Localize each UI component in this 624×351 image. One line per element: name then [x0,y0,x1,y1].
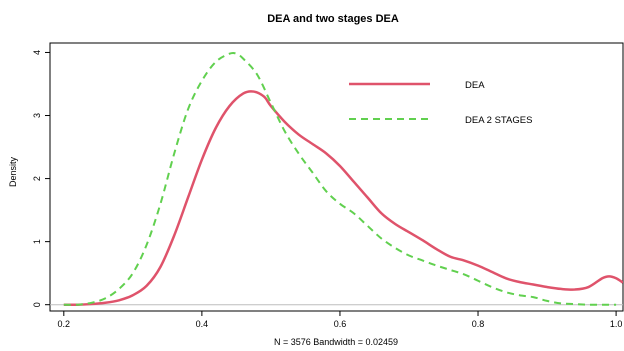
x-axis-label: N = 3576 Bandwidth = 0.02459 [274,337,398,347]
series-line-dea [63,90,623,306]
plot-area [49,42,624,312]
legend-label-dea-2-stages: DEA 2 STAGES [465,115,532,126]
y-tick-label: 4 [32,50,42,55]
y-tick-label: 2 [32,176,42,181]
chart-title: DEA and two stages DEA [267,13,399,25]
x-tick-label: 0.2 [58,319,71,329]
x-tick-label: 0.6 [334,319,347,329]
series-layer [63,51,623,306]
x-tick-label: 0.4 [196,319,209,329]
y-tick-label: 3 [32,113,42,118]
y-tick-label: 0 [32,302,42,307]
y-axis-label: Density [8,156,18,187]
legend-label-dea: DEA [465,80,485,91]
x-tick-label: 0.8 [472,319,485,329]
x-axis: 0.2 0.4 0.6 0.8 1.0 [58,311,623,329]
legend: DEA DEA 2 STAGES [349,80,532,126]
series-line-dea-2-stages [63,51,617,306]
x-tick-label: 1.0 [610,319,623,329]
plot-frame [49,42,624,312]
y-tick-label: 1 [32,239,42,244]
y-axis: 0 1 2 3 4 [32,50,50,307]
